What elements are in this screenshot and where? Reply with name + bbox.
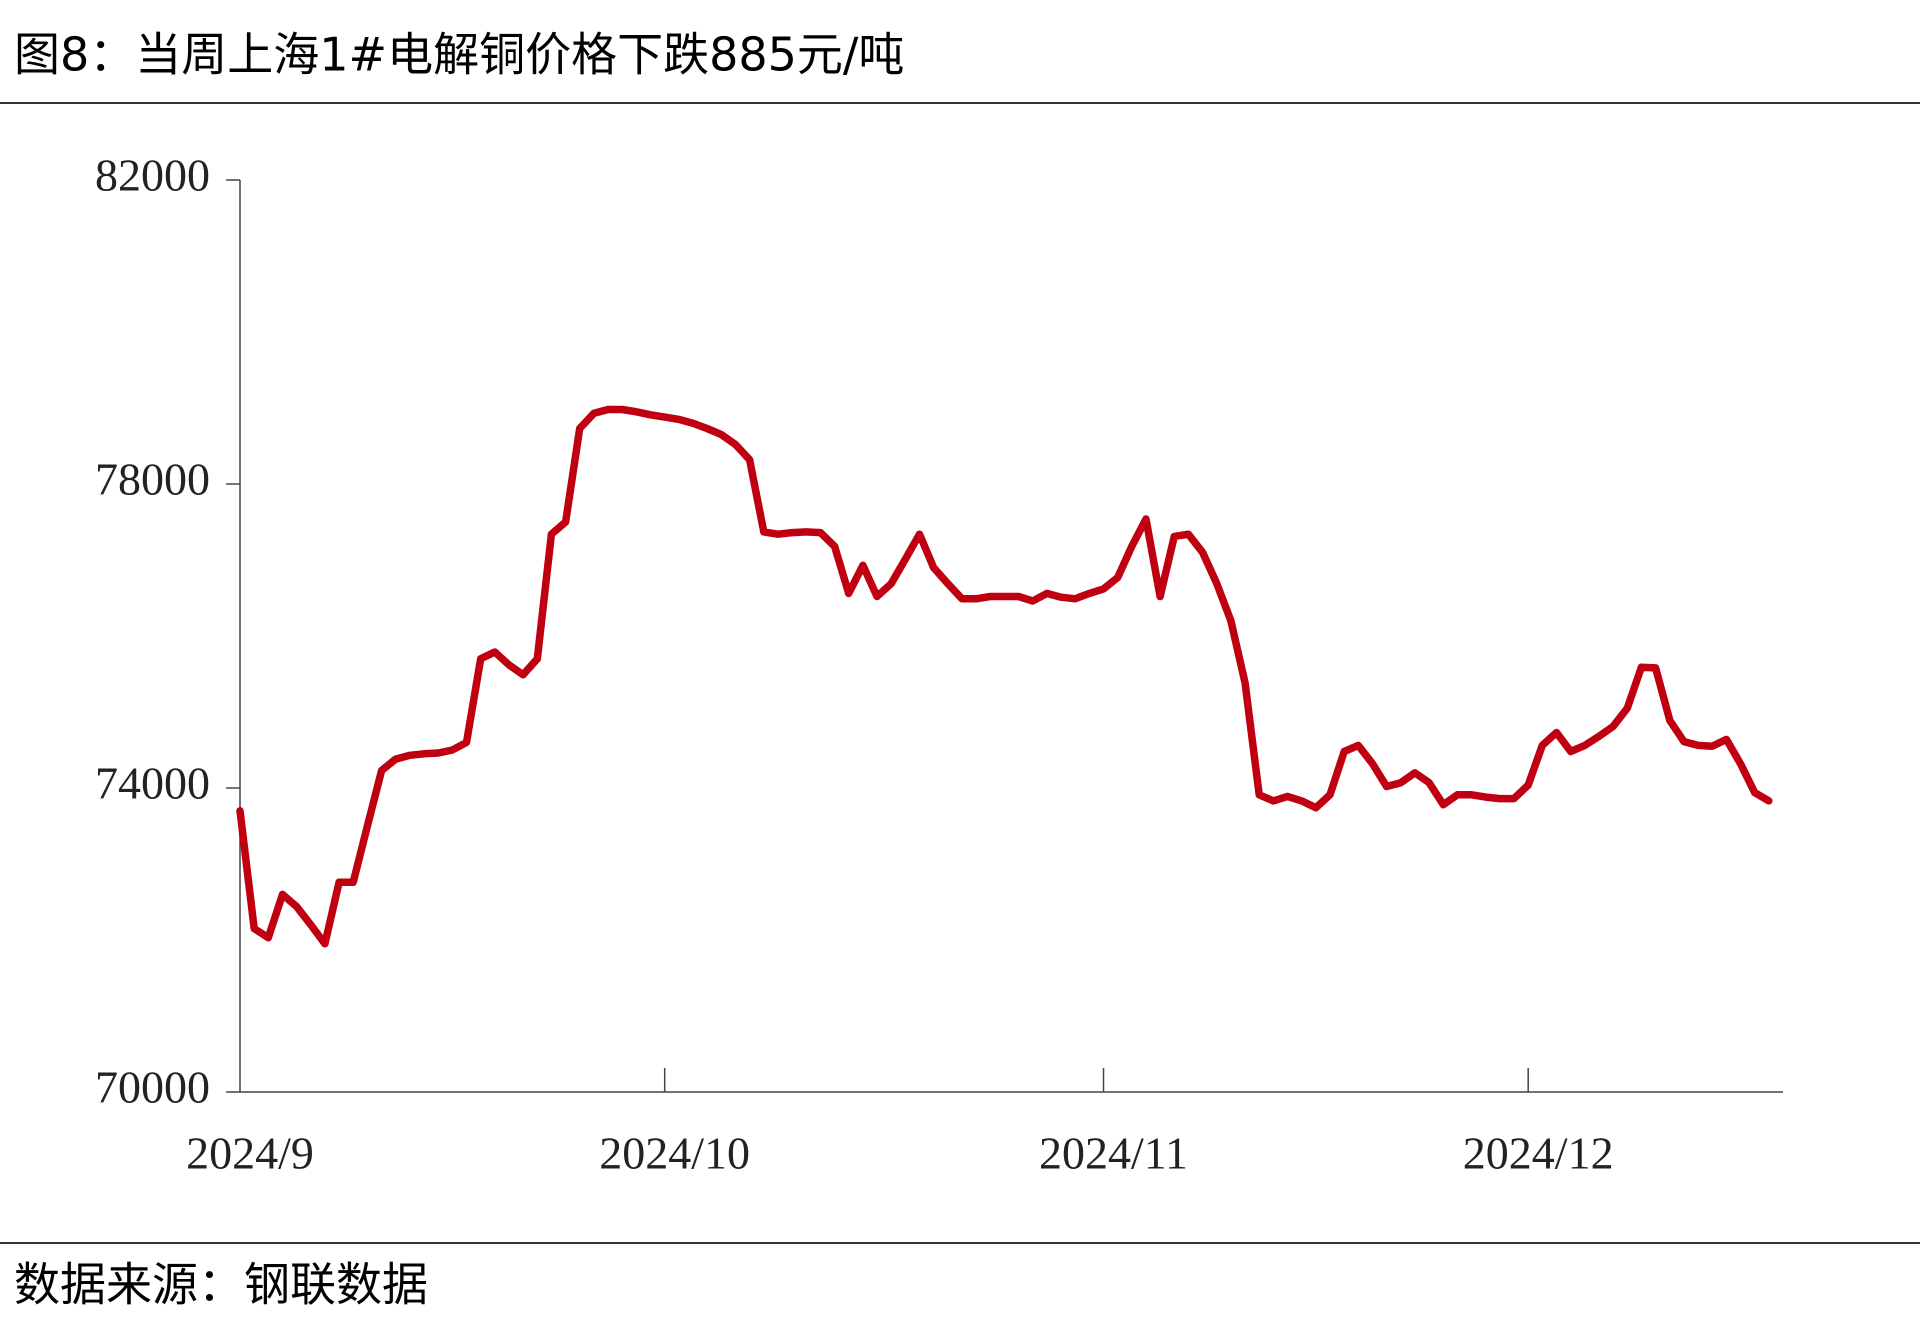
x-tick-label: 2024/10: [599, 1128, 750, 1179]
y-tick-label: 82000: [95, 150, 210, 201]
x-tick-label: 2024/9: [186, 1128, 314, 1179]
y-tick-label: 78000: [95, 454, 210, 505]
price-line: [236, 405, 1773, 948]
chart-title: 图8：当周上海1#电解铜价格下跌885元/吨: [14, 28, 904, 82]
source-note: 数据来源：钢联数据: [14, 1258, 428, 1312]
y-tick-label: 70000: [95, 1062, 210, 1113]
x-tick-label: 2024/12: [1463, 1128, 1614, 1179]
x-tick-label: 2024/11: [1039, 1128, 1188, 1179]
y-tick-label: 74000: [95, 758, 210, 809]
